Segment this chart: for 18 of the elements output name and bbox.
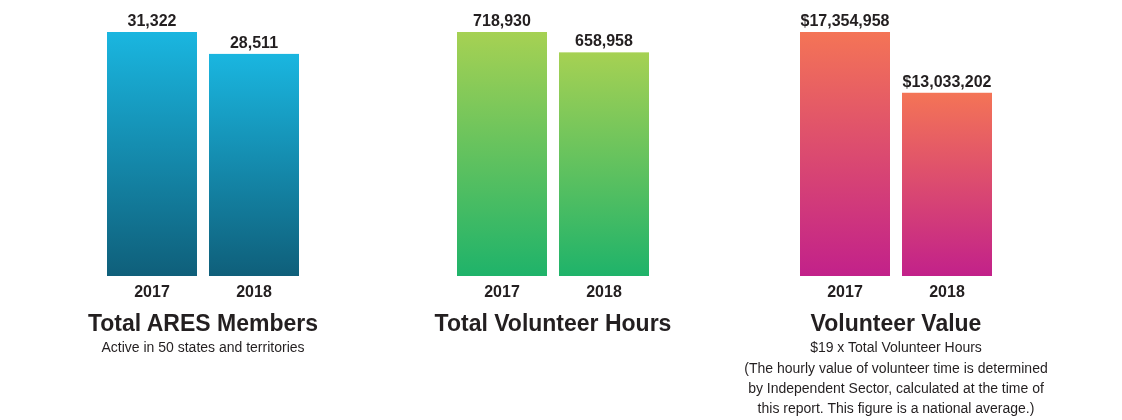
- text: Total ARES Members: [87, 310, 319, 336]
- data-label: 658,958: [575, 32, 634, 50]
- x-tick-label: 2018: [586, 283, 622, 300]
- x-tick-label: 2018: [929, 283, 965, 300]
- text: Volunteer Value: [810, 310, 982, 336]
- x-tick-label: 2018: [236, 283, 272, 300]
- data-label: $17,354,958: [800, 12, 890, 29]
- text: (The hourly value of volunteer time is determined by Independent Sector, calculated at the time of this report. This figure is a national average.): [744, 360, 1048, 416]
- text: $19 x Total Volunteer Hours: [810, 339, 982, 355]
- data-label: 31,322: [127, 12, 177, 29]
- text: Active in 50 states and territories: [101, 339, 305, 355]
- data-label: $13,033,202: [902, 72, 992, 90]
- data-label: 28,511: [229, 33, 279, 51]
- data-label: 718,930: [473, 12, 532, 29]
- x-tick-label: 2017: [827, 283, 863, 300]
- x-tick-label: 2017: [484, 283, 520, 300]
- text: Total Volunteer Hours: [434, 310, 672, 336]
- x-tick-label: 2017: [134, 283, 170, 300]
